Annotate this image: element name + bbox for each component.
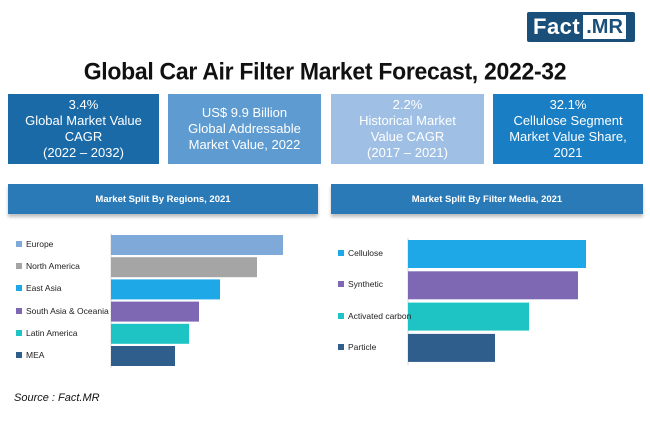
bar-south-asia-oceania <box>111 301 199 322</box>
category-text: Latin America <box>26 327 78 338</box>
kpi-line: Global Market Value <box>25 113 142 128</box>
kpi-line: (2022 – 2032) <box>43 145 124 160</box>
kpi-line: (2017 – 2021) <box>367 145 448 160</box>
legend-swatch <box>16 263 22 270</box>
category-label: Cellulose <box>338 248 383 258</box>
category-label: Particle <box>338 342 376 352</box>
kpi-line: Historical Market <box>359 113 456 128</box>
legend-swatch <box>338 343 344 350</box>
kpi-card-historical-cagr: 2.2% Historical Market Value CAGR (2017 … <box>331 94 484 164</box>
logo-word: Fact <box>533 14 581 39</box>
legend-swatch <box>16 329 22 336</box>
bar-europe <box>111 235 283 255</box>
category-text: MEA <box>26 350 45 360</box>
bar-activated-carbon <box>408 302 529 331</box>
bar-particle <box>408 333 495 362</box>
logo-suffix: .MR <box>583 15 626 39</box>
kpi-line: 2.2% <box>392 97 423 112</box>
bar-east-asia <box>111 279 220 300</box>
bar-north-america <box>111 257 257 278</box>
category-text: Activated carbon <box>348 310 412 321</box>
source-note: Source : Fact.MR <box>14 392 100 404</box>
kpi-card-market-value: US$ 9.9 Billion Global Addressable Marke… <box>168 94 321 164</box>
category-text: East Asia <box>26 283 62 294</box>
category-text: Europe <box>26 239 54 249</box>
kpi-line: CAGR <box>64 129 103 144</box>
category-label: Latin America <box>16 328 78 338</box>
legend-swatch <box>338 312 344 319</box>
kpi-line: Cellulose Segment <box>513 113 623 128</box>
filter-media-chart-title: Market Split By Filter Media, 2021 <box>331 184 643 214</box>
bar-mea <box>111 346 175 366</box>
category-text: North America <box>26 261 80 272</box>
category-label: South Asia & Oceania <box>16 306 109 316</box>
category-label: North America <box>16 261 80 271</box>
category-label: East Asia <box>16 283 61 293</box>
legend-swatch <box>338 250 344 256</box>
legend-swatch <box>16 285 22 292</box>
kpi-line: Market Value, 2022 <box>188 137 301 152</box>
category-text: Synthetic <box>348 279 383 290</box>
category-label: Activated carbon <box>338 311 411 321</box>
category-label: Europe <box>16 239 53 249</box>
bar-cellulose <box>408 240 586 268</box>
bar-latin-america <box>111 323 189 344</box>
bar-synthetic <box>408 271 578 300</box>
category-label: Synthetic <box>338 279 383 289</box>
factmr-logo: Fact .MR <box>527 12 635 42</box>
kpi-card-market-cagr: 3.4% Global Market Value CAGR (2022 – 20… <box>8 94 159 164</box>
kpi-line: Global Addressable <box>188 121 301 136</box>
legend-swatch <box>16 307 22 314</box>
legend-swatch <box>338 281 344 288</box>
kpi-line: US$ 9.9 Billion <box>201 105 288 120</box>
legend-swatch <box>16 352 22 358</box>
kpi-line: Value CAGR <box>370 129 445 144</box>
kpi-line: 3.4% <box>68 97 99 112</box>
legend-swatch <box>16 241 22 247</box>
category-label: MEA <box>16 350 44 360</box>
kpi-line: 2021 <box>553 145 583 160</box>
regions-chart-title: Market Split By Regions, 2021 <box>8 184 318 214</box>
category-text: South Asia & Oceania <box>26 305 109 316</box>
page-title: Global Car Air Filter Market Forecast, 2… <box>83 57 567 85</box>
kpi-line: Market Value Share, <box>509 129 627 144</box>
kpi-card-cellulose-share: 32.1% Cellulose Segment Market Value Sha… <box>493 94 643 164</box>
kpi-line: 32.1% <box>549 97 587 112</box>
category-text: Cellulose <box>348 248 383 258</box>
category-text: Particle <box>348 341 377 352</box>
